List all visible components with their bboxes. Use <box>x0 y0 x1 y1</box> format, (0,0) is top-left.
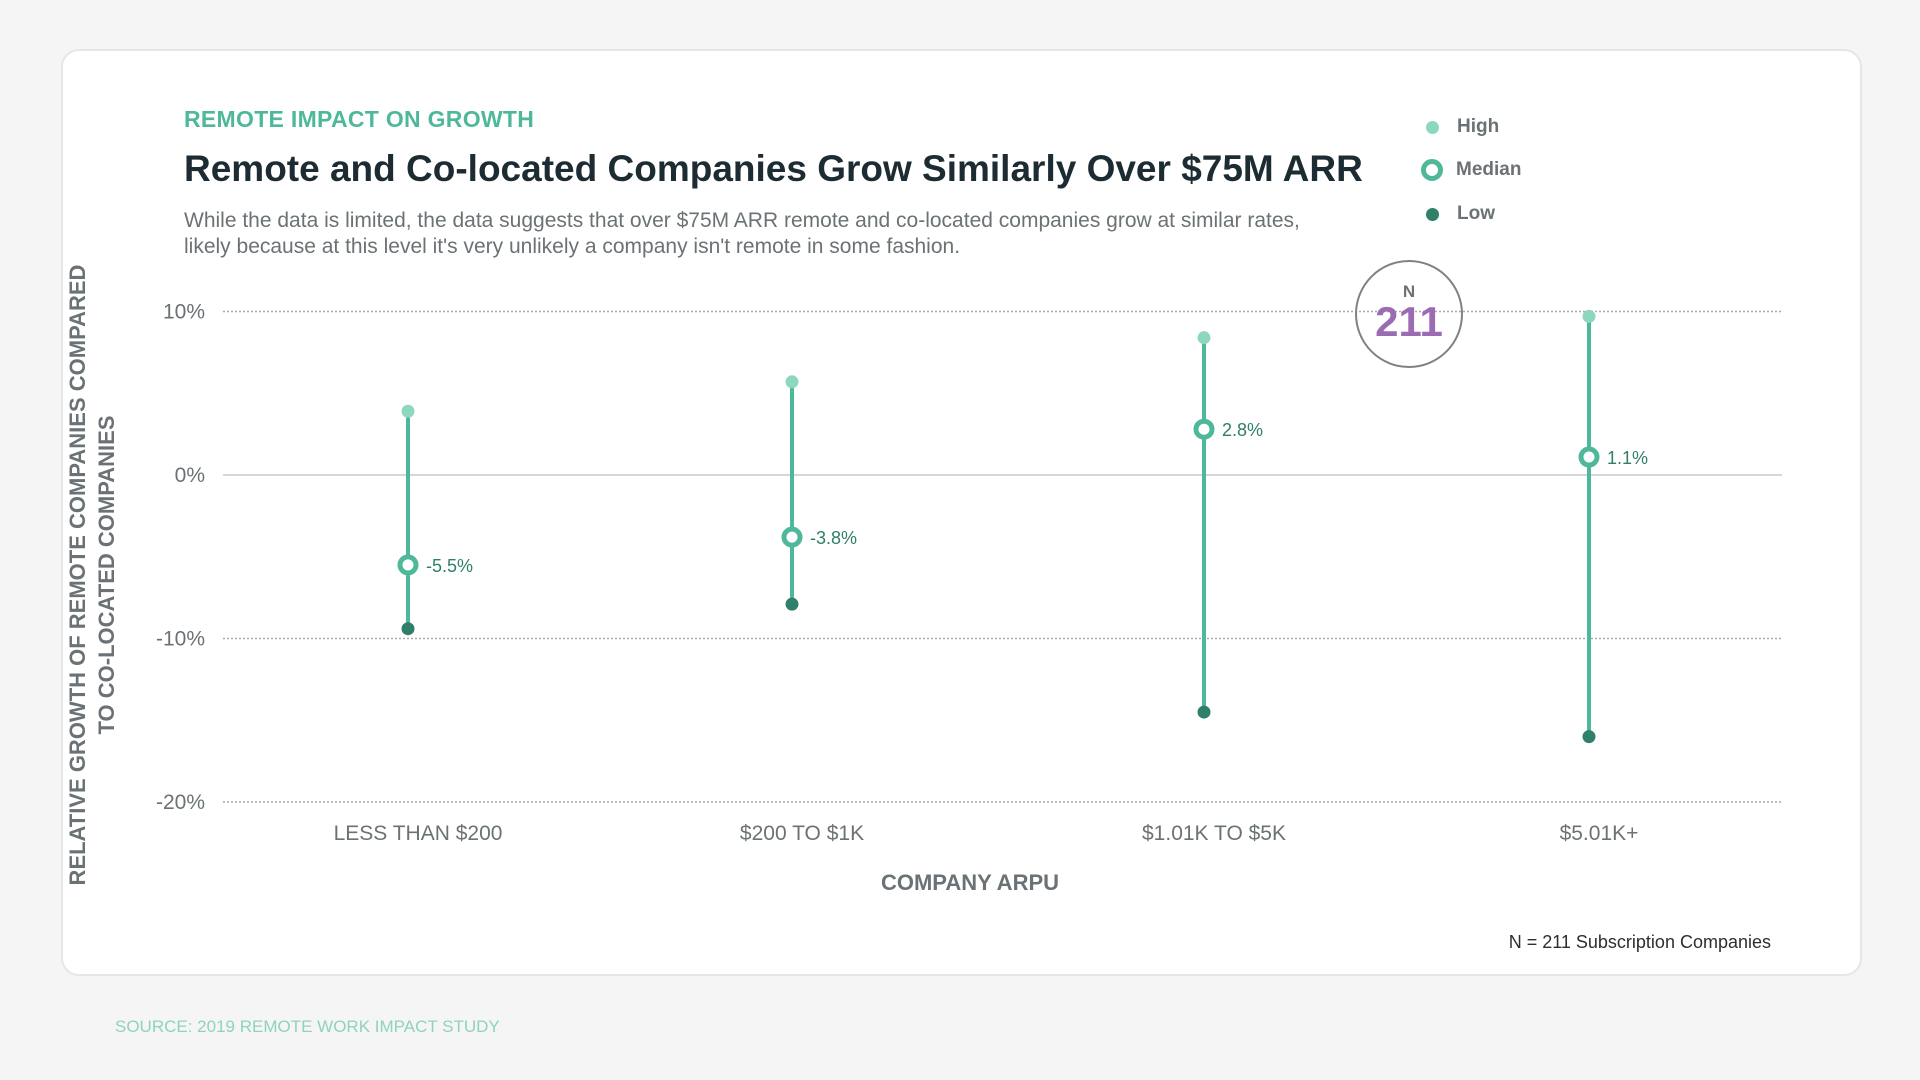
median-label: -3.8% <box>810 528 857 548</box>
legend-high: High <box>1426 116 1499 138</box>
median-point <box>397 554 419 576</box>
median-label: 2.8% <box>1222 420 1263 440</box>
n-badge-label: N <box>1402 282 1416 301</box>
chart-title: Remote and Co-located Companies Grow Sim… <box>184 148 1363 189</box>
low-point <box>401 622 415 636</box>
y-axis-title-line: TO CO-LOCATED COMPANIES <box>94 415 119 735</box>
low-point <box>785 597 799 611</box>
legend-low: Low <box>1426 203 1495 225</box>
median-point <box>781 526 803 548</box>
y-tick-label: 0% <box>175 464 205 487</box>
y-tick-label: -20% <box>156 791 205 814</box>
high-point <box>785 375 799 389</box>
x-tick-label: $200 TO $1K <box>740 822 864 845</box>
legend-label: High <box>1457 116 1500 137</box>
median-label: 1.1% <box>1607 448 1648 468</box>
median-label: -5.5% <box>426 556 473 576</box>
median-point <box>1578 446 1600 468</box>
y-axis-title: RELATIVE GROWTH OF REMOTE COMPANIES COMP… <box>63 265 121 886</box>
footnote: N = 211 Subscription Companies <box>1508 932 1771 952</box>
high-point <box>1582 309 1596 323</box>
x-tick-label: $5.01K+ <box>1560 822 1639 845</box>
legend-label: Median <box>1456 159 1522 180</box>
chart-card <box>61 49 1862 976</box>
high-point <box>401 404 415 418</box>
source: SOURCE: 2019 REMOTE WORK IMPACT STUDY <box>115 1017 500 1036</box>
y-tick-label: -10% <box>156 628 205 651</box>
low-point <box>1582 730 1596 744</box>
median-point <box>1193 418 1215 440</box>
low-point <box>1197 705 1211 719</box>
legend-median: Median <box>1421 159 1522 181</box>
y-tick-label: 10% <box>163 301 205 324</box>
x-tick-label: LESS THAN $200 <box>334 822 503 845</box>
eyebrow: REMOTE IMPACT ON GROWTH <box>184 106 535 132</box>
y-axis-title-line: RELATIVE GROWTH OF REMOTE COMPANIES COMP… <box>65 264 90 886</box>
high-point <box>1197 331 1211 345</box>
n-badge-value: 211 <box>1375 298 1443 345</box>
x-axis-title: COMPANY ARPU <box>880 870 1060 895</box>
x-tick-label: $1.01K TO $5K <box>1142 822 1286 845</box>
n-badge: N 211 <box>1355 260 1463 368</box>
median-ring-icon <box>1421 159 1443 181</box>
low-dot-icon <box>1426 207 1439 221</box>
chart-description: While the data is limited, the data sugg… <box>184 209 1300 258</box>
high-dot-icon <box>1426 120 1439 134</box>
legend-label: Low <box>1457 203 1495 224</box>
